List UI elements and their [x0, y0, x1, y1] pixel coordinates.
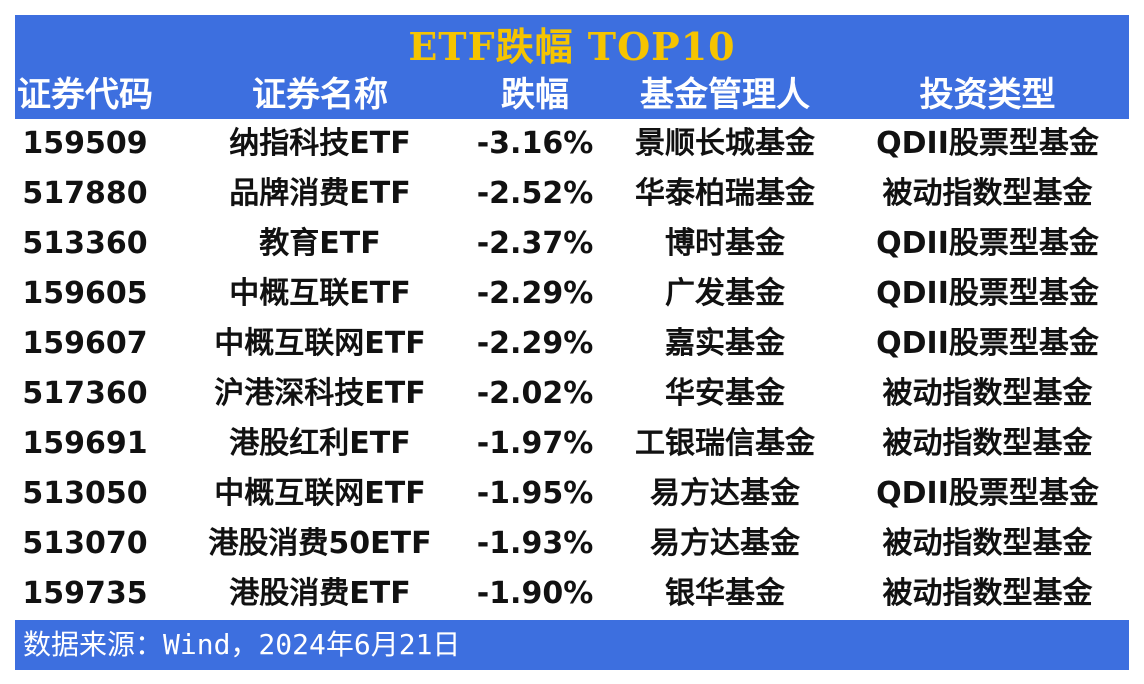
table-row: 159605 中概互联ETF -2.29% 广发基金 QDII股票型基金 [15, 269, 1129, 319]
code-cell: 513360 [22, 226, 148, 261]
type-cell: QDII股票型基金 [876, 276, 1099, 311]
decline-cell: -1.95% [476, 476, 594, 511]
type-cell: QDII股票型基金 [876, 476, 1099, 511]
decline-cell: -1.90% [476, 576, 594, 611]
manager-cell: 嘉实基金 [665, 326, 785, 361]
column-header-code: 证券代码 [17, 75, 153, 115]
manager-cell: 易方达基金 [650, 526, 800, 561]
column-header-decline: 跌幅 [501, 75, 569, 115]
table-title: ETF跌幅 TOP10 [408, 24, 736, 69]
code-cell: 517360 [22, 376, 148, 411]
name-cell: 中概互联ETF [229, 276, 411, 311]
table-row: 159509 纳指科技ETF -3.16% 景顺长城基金 QDII股票型基金 [15, 119, 1129, 169]
source-note: 数据来源：Wind，2024年6月21日 [23, 628, 461, 661]
code-cell: 159605 [22, 276, 148, 311]
decline-cell: -2.37% [476, 226, 594, 261]
code-cell: 517880 [22, 176, 148, 211]
name-cell: 教育ETF [259, 226, 381, 261]
manager-cell: 工银瑞信基金 [635, 426, 815, 461]
name-cell: 港股红利ETF [229, 426, 411, 461]
table-row: 159735 港股消费ETF -1.90% 银华基金 被动指数型基金 [15, 569, 1129, 619]
type-cell: QDII股票型基金 [876, 226, 1099, 261]
table-body: 159509 纳指科技ETF -3.16% 景顺长城基金 QDII股票型基金 517880… [15, 119, 1129, 619]
name-cell: 港股消费ETF [229, 576, 411, 611]
column-header-manager: 基金管理人 [640, 75, 810, 115]
name-cell: 品牌消费ETF [229, 176, 411, 211]
type-cell: 被动指数型基金 [882, 176, 1093, 211]
name-cell: 中概互联网ETF [214, 326, 426, 361]
table-row: 159607 中概互联网ETF -2.29% 嘉实基金 QDII股票型基金 [15, 319, 1129, 369]
name-cell: 港股消费50ETF [208, 526, 432, 561]
name-cell: 纳指科技ETF [229, 126, 411, 161]
manager-cell: 华泰柏瑞基金 [635, 176, 815, 211]
code-cell: 159607 [22, 326, 148, 361]
type-cell: 被动指数型基金 [882, 426, 1093, 461]
table-row: 517880 品牌消费ETF -2.52% 华泰柏瑞基金 被动指数型基金 [15, 169, 1129, 219]
name-cell: 沪港深科技ETF [214, 376, 426, 411]
code-cell: 513050 [22, 476, 148, 511]
decline-cell: -2.02% [476, 376, 594, 411]
manager-cell: 易方达基金 [650, 476, 800, 511]
decline-cell: -2.52% [476, 176, 594, 211]
table-footer: 数据来源：Wind，2024年6月21日 [15, 620, 1129, 670]
decline-cell: -2.29% [476, 276, 594, 311]
table-row: 513360 教育ETF -2.37% 博时基金 QDII股票型基金 [15, 219, 1129, 269]
decline-cell: -1.97% [476, 426, 594, 461]
table-row: 513070 港股消费50ETF -1.93% 易方达基金 被动指数型基金 [15, 519, 1129, 569]
type-cell: 被动指数型基金 [882, 576, 1093, 611]
column-header-type: 投资类型 [919, 75, 1056, 115]
code-cell: 513070 [22, 526, 148, 561]
etf-decline-table: ETF跌幅 TOP10 证券代码 证券名称 跌幅 基金管理人 投资类型 1595… [15, 15, 1129, 670]
table-header: ETF跌幅 TOP10 证券代码 证券名称 跌幅 基金管理人 投资类型 [15, 15, 1129, 119]
table-row: 159691 港股红利ETF -1.97% 工银瑞信基金 被动指数型基金 [15, 419, 1129, 469]
manager-cell: 银华基金 [665, 576, 785, 611]
manager-cell: 广发基金 [665, 276, 785, 311]
code-cell: 159735 [22, 576, 148, 611]
type-cell: 被动指数型基金 [882, 376, 1093, 411]
code-cell: 159691 [22, 426, 148, 461]
column-header-name: 证券名称 [252, 75, 388, 115]
manager-cell: 博时基金 [665, 226, 785, 261]
decline-cell: -1.93% [476, 526, 594, 561]
type-cell: QDII股票型基金 [876, 126, 1099, 161]
decline-cell: -3.16% [476, 126, 594, 161]
manager-cell: 华安基金 [665, 376, 785, 411]
table-row: 517360 沪港深科技ETF -2.02% 华安基金 被动指数型基金 [15, 369, 1129, 419]
type-cell: QDII股票型基金 [876, 326, 1099, 361]
table-row: 513050 中概互联网ETF -1.95% 易方达基金 QDII股票型基金 [15, 469, 1129, 519]
name-cell: 中概互联网ETF [214, 476, 426, 511]
manager-cell: 景顺长城基金 [635, 126, 815, 161]
type-cell: 被动指数型基金 [882, 526, 1093, 561]
decline-cell: -2.29% [476, 326, 594, 361]
code-cell: 159509 [22, 126, 148, 161]
